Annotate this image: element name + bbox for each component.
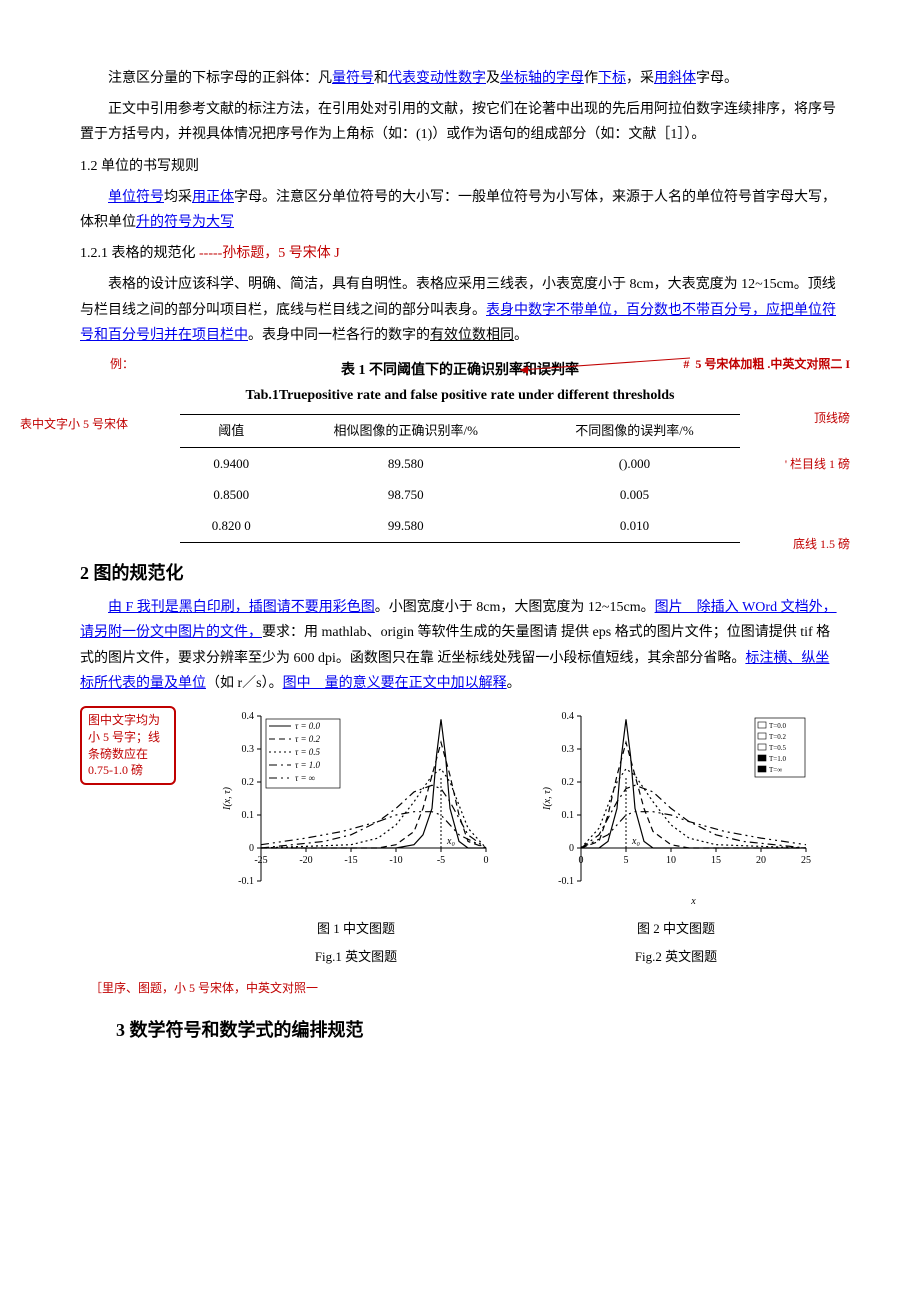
heading-1-2: 1.2 单位的书写规则 <box>80 154 840 179</box>
table-row: 0.820 099.5800.010 <box>180 510 740 542</box>
table-example: 例： #5 号宋体加粗 .中英文对照二 I 表中文字小 5 号宋体 顶线磅 ' … <box>80 358 840 543</box>
table-row: 0.850098.7500.005 <box>180 479 740 510</box>
para-figure-rules: 由 F 我刊是黑白印刷，插图请不要用彩色图。小图宽度小于 8cm，大图宽度为 1… <box>80 595 840 696</box>
svg-text:-0.1: -0.1 <box>238 876 254 887</box>
svg-text:I(x, τ): I(x, τ) <box>222 786 233 811</box>
annot-table-left: 表中文字小 5 号宋体 <box>20 414 128 436</box>
annot-fig-caption: ［里序、图题，小 5 号宋体，中英文对照一 <box>90 978 840 1000</box>
svg-text:0: 0 <box>249 843 254 854</box>
annot-bottomline: 底线 1.5 磅 <box>793 534 850 556</box>
svg-text:τ = 0.5: τ = 0.5 <box>295 747 321 757</box>
callout-fig-style: 图中文字均为小 5 号字；线条磅数应在 0.75-1.0 磅 <box>80 706 176 785</box>
svg-text:0: 0 <box>569 843 574 854</box>
table-header: 阈值 <box>180 415 282 447</box>
svg-text:10: 10 <box>666 855 676 866</box>
para-units: 单位符号均采用正体字母。注意区分单位符号的大小写：一般单位符号为小写体，来源于人… <box>80 185 840 235</box>
svg-text:0.3: 0.3 <box>242 744 255 755</box>
svg-text:T=∞: T=∞ <box>769 766 782 774</box>
annot-topline: 顶线磅 <box>814 408 850 430</box>
figure-1: -25 -20 -15 -10 -5 0 -0.1 0 0.1 0.2 0.3 0.4 I(x, τ) x… <box>216 706 496 968</box>
svg-text:τ = 0.2: τ = 0.2 <box>295 734 321 744</box>
svg-text:x₀: x₀ <box>446 836 455 847</box>
svg-text:x₀: x₀ <box>631 836 640 847</box>
svg-text:-5: -5 <box>437 855 445 866</box>
svg-text:T=0.5: T=0.5 <box>769 744 786 752</box>
chart-1-svg: -25 -20 -15 -10 -5 0 -0.1 0 0.1 0.2 0.3 0.4 I(x, τ) x… <box>216 706 496 906</box>
para-citation: 正文中引用参考文献的标注方法，在引用处对引用的文献，按它们在论著中出现的先后用阿… <box>80 97 840 147</box>
svg-text:-10: -10 <box>389 855 402 866</box>
svg-text:0: 0 <box>579 855 584 866</box>
svg-text:x: x <box>690 896 696 906</box>
svg-text:0.3: 0.3 <box>562 744 575 755</box>
para-subscript: 注意区分量的下标字母的正斜体：凡量符号和代表变动性数字及坐标轴的字母作下标，采用… <box>80 66 840 91</box>
fig2-caption-en: Fig.2 英文图题 <box>536 945 816 968</box>
annot-colline: ' 栏目线 1 磅 <box>785 454 850 476</box>
svg-text:25: 25 <box>801 855 811 866</box>
chart-2-svg: 0 5 10 15 20 25 -0.1 0 0.1 0.2 0.3 0.4 I(x, τ) x x₀ T=0… <box>536 706 816 906</box>
svg-text:T=0.2: T=0.2 <box>769 733 786 741</box>
fig1-caption-en: Fig.1 英文图题 <box>216 945 496 968</box>
svg-text:0.4: 0.4 <box>242 711 255 722</box>
heading-2: 2 图的规范化 <box>80 557 840 589</box>
svg-text:T=1.0: T=1.0 <box>769 755 786 763</box>
example-label: 例： <box>110 354 134 376</box>
table-header: 相似图像的正确识别率/% <box>282 415 529 447</box>
svg-text:-25: -25 <box>254 855 267 866</box>
svg-text:0.1: 0.1 <box>242 810 255 821</box>
arrow-icon <box>520 356 700 376</box>
svg-text:-0.1: -0.1 <box>558 876 574 887</box>
figure-2: 0 5 10 15 20 25 -0.1 0 0.1 0.2 0.3 0.4 I(x, τ) x x₀ T=0… <box>536 706 816 968</box>
table-row: 0.940089.580().000 <box>180 447 740 479</box>
heading-3: 3 数学符号和数学式的编排规范 <box>80 1014 840 1046</box>
figure-row: 图中文字均为小 5 号字；线条磅数应在 0.75-1.0 磅 -25 -20 -15… <box>80 706 840 968</box>
svg-text:τ = ∞: τ = ∞ <box>295 773 315 783</box>
svg-text:0: 0 <box>484 855 489 866</box>
svg-text:0.2: 0.2 <box>562 777 575 788</box>
table-title-en: Tab.1Truepositive rate and false positiv… <box>80 383 840 408</box>
svg-text:0.4: 0.4 <box>562 711 575 722</box>
annot-title-style: #5 号宋体加粗 .中英文对照二 I <box>683 354 850 376</box>
svg-text:-15: -15 <box>344 855 357 866</box>
heading-1-2-1: 1.2.1 表格的规范化 -----孙标题，5 号宋体 J <box>80 241 840 266</box>
fig2-caption-cn: 图 2 中文图题 <box>536 917 816 940</box>
threshold-table: 阈值 相似图像的正确识别率/% 不同图像的误判率/% 0.940089.580(… <box>180 414 740 543</box>
table-header: 不同图像的误判率/% <box>529 415 740 447</box>
svg-text:T=0.0: T=0.0 <box>769 722 786 730</box>
svg-text:15: 15 <box>711 855 721 866</box>
svg-text:0.1: 0.1 <box>562 810 575 821</box>
svg-text:5: 5 <box>624 855 629 866</box>
svg-text:I(x, τ): I(x, τ) <box>542 786 553 811</box>
svg-text:τ = 0.0: τ = 0.0 <box>295 721 321 731</box>
svg-text:τ = 1.0: τ = 1.0 <box>295 760 321 770</box>
fig1-caption-cn: 图 1 中文图题 <box>216 917 496 940</box>
svg-text:20: 20 <box>756 855 766 866</box>
svg-text:-20: -20 <box>299 855 312 866</box>
para-table-rules: 表格的设计应该科学、明确、简洁，具有自明性。表格应采用三线表，小表宽度小于 8c… <box>80 272 840 348</box>
svg-text:0.2: 0.2 <box>242 777 255 788</box>
